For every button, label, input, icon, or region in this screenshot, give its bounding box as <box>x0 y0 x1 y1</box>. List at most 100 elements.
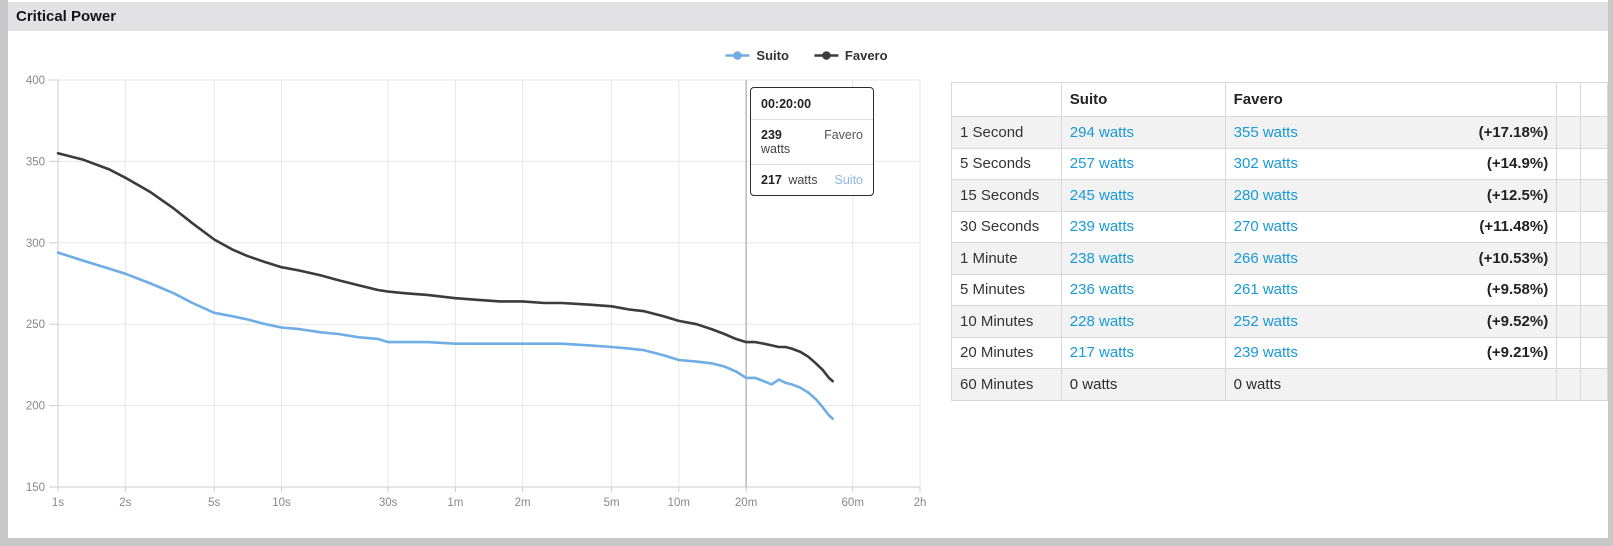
suito-watts-cell: 257 watts <box>1060 147 1226 180</box>
favero-watts-value: 252 watts <box>1233 312 1298 330</box>
svg-text:2m: 2m <box>515 497 531 509</box>
favero-watts-cell: 270 watts (+11.48%) <box>1224 210 1558 243</box>
extra-cell-2 <box>1580 273 1608 306</box>
extra-cell-1 <box>1556 116 1582 149</box>
favero-watts-value: 280 watts <box>1233 186 1298 204</box>
extra-cell-2 <box>1580 116 1608 149</box>
svg-text:10m: 10m <box>668 497 690 509</box>
extra-cell-1 <box>1556 147 1582 180</box>
favero-watts-cell: 355 watts (+17.18%) <box>1224 116 1558 149</box>
favero-watts-cell: 252 watts (+9.52%) <box>1224 305 1558 338</box>
header-suito: Suito <box>1060 82 1226 117</box>
tooltip-row: 239 watts Favero <box>761 128 863 156</box>
header-extra-2 <box>1580 82 1608 117</box>
legend-label: Suito <box>756 48 789 63</box>
svg-text:250: 250 <box>26 319 45 331</box>
svg-text:2s: 2s <box>119 497 131 509</box>
extra-cell-1 <box>1556 273 1582 306</box>
tooltip-divider <box>751 119 873 120</box>
tooltip-value: 239 <box>761 128 782 142</box>
svg-text:20m: 20m <box>735 497 757 509</box>
tooltip-row: 217 watts Suito <box>761 173 863 187</box>
critical-power-panel: Critical Power Suito Favero 400 350 300 250… <box>8 0 1608 538</box>
interval-cell: 10 Minutes <box>951 305 1062 338</box>
table-row: 1 Second 294 watts 355 watts (+17.18%) <box>951 116 1608 149</box>
favero-watts-value: 239 watts <box>1233 344 1298 362</box>
extra-cell-2 <box>1580 336 1608 369</box>
extra-cell-1 <box>1556 242 1582 275</box>
tooltip-series-name: Suito <box>834 173 864 187</box>
critical-power-chart[interactable]: 400 350 300 250 200 150 1s 2s 5s 10s 30s 1m 2m 5m 10m 2… <box>8 31 930 531</box>
extra-cell-1 <box>1556 305 1582 338</box>
suito-watts-cell: 239 watts <box>1060 210 1226 243</box>
extra-cell-2 <box>1580 305 1608 338</box>
header-favero: Favero <box>1224 82 1558 117</box>
svg-text:60m: 60m <box>842 497 864 509</box>
favero-watts-value: 261 watts <box>1233 281 1298 299</box>
tooltip-unit: watts <box>761 142 791 156</box>
table-header-row: Suito Favero <box>951 82 1608 117</box>
favero-watts-value: 0 watts <box>1233 375 1282 393</box>
table-row: 60 Minutes 0 watts 0 watts <box>951 368 1608 401</box>
interval-cell: 1 Second <box>951 116 1062 149</box>
interval-cell: 1 Minute <box>951 242 1062 275</box>
extra-cell-1 <box>1556 210 1582 243</box>
svg-text:150: 150 <box>26 482 45 494</box>
page-title: Critical Power <box>16 8 117 25</box>
legend-marker-icon <box>813 51 838 60</box>
suito-watts-cell: 236 watts <box>1060 273 1226 306</box>
svg-text:350: 350 <box>26 156 45 168</box>
interval-cell: 5 Minutes <box>951 273 1062 306</box>
table-row: 5 Seconds 257 watts 302 watts (+14.9%) <box>951 147 1608 180</box>
extra-cell-1 <box>1556 368 1582 401</box>
difference-pct: (+12.5%) <box>1486 186 1549 204</box>
tooltip-series-name: Favero <box>824 128 863 142</box>
favero-watts-cell: 239 watts (+9.21%) <box>1224 336 1558 369</box>
favero-watts-cell: 266 watts (+10.53%) <box>1224 242 1558 275</box>
critical-power-table: Suito Favero 1 Second 294 watts 355 watt… <box>951 82 1608 401</box>
chart-legend: Suito Favero <box>724 48 888 63</box>
difference-pct: (+9.58%) <box>1486 281 1549 299</box>
interval-cell: 60 Minutes <box>951 368 1062 401</box>
favero-watts-cell: 302 watts (+14.9%) <box>1224 147 1558 180</box>
interval-cell: 15 Seconds <box>951 179 1062 212</box>
panel-header: Critical Power <box>8 2 1608 31</box>
chart-tooltip: 00:20:00 239 watts Favero 217 watts Suit… <box>750 87 874 196</box>
favero-watts-value: 266 watts <box>1233 249 1298 267</box>
extra-cell-2 <box>1580 147 1608 180</box>
suito-watts-cell: 238 watts <box>1060 242 1226 275</box>
svg-text:5m: 5m <box>604 497 620 509</box>
table-row: 10 Minutes 228 watts 252 watts (+9.52%) <box>951 305 1608 338</box>
tooltip-time: 00:20:00 <box>761 97 812 111</box>
difference-pct: (+17.18%) <box>1478 123 1549 141</box>
interval-cell: 20 Minutes <box>951 336 1062 369</box>
legend-item-suito[interactable]: Suito <box>724 48 789 63</box>
tooltip-value: 217 <box>761 173 782 187</box>
difference-pct: (+10.53%) <box>1478 249 1549 267</box>
header-interval <box>951 82 1062 117</box>
suito-watts-cell: 0 watts <box>1060 368 1226 401</box>
legend-item-favero[interactable]: Favero <box>813 48 888 63</box>
extra-cell-2 <box>1580 179 1608 212</box>
tooltip-rows: 239 watts Favero 217 watts Suito <box>751 119 873 187</box>
interval-cell: 30 Seconds <box>951 210 1062 243</box>
difference-pct: (+9.21%) <box>1486 344 1549 362</box>
legend-label: Favero <box>844 48 888 63</box>
extra-cell-2 <box>1580 368 1608 401</box>
svg-text:200: 200 <box>26 401 45 413</box>
extra-cell-2 <box>1580 242 1608 275</box>
interval-cell: 5 Seconds <box>951 147 1062 180</box>
table-row: 5 Minutes 236 watts 261 watts (+9.58%) <box>951 273 1608 306</box>
favero-watts-cell: 261 watts (+9.58%) <box>1224 273 1558 306</box>
suito-watts-cell: 245 watts <box>1060 179 1226 212</box>
table-row: 20 Minutes 217 watts 239 watts (+9.21%) <box>951 336 1608 369</box>
favero-watts-value: 355 watts <box>1233 123 1298 141</box>
favero-watts-value: 302 watts <box>1233 155 1298 173</box>
legend-marker-icon <box>725 51 750 60</box>
difference-pct: (+11.48%) <box>1479 218 1549 236</box>
favero-watts-cell: 280 watts (+12.5%) <box>1224 179 1558 212</box>
header-extra-1 <box>1556 82 1582 117</box>
suito-watts-cell: 228 watts <box>1060 305 1226 338</box>
svg-text:300: 300 <box>26 238 45 250</box>
favero-watts-value: 270 watts <box>1233 218 1298 236</box>
